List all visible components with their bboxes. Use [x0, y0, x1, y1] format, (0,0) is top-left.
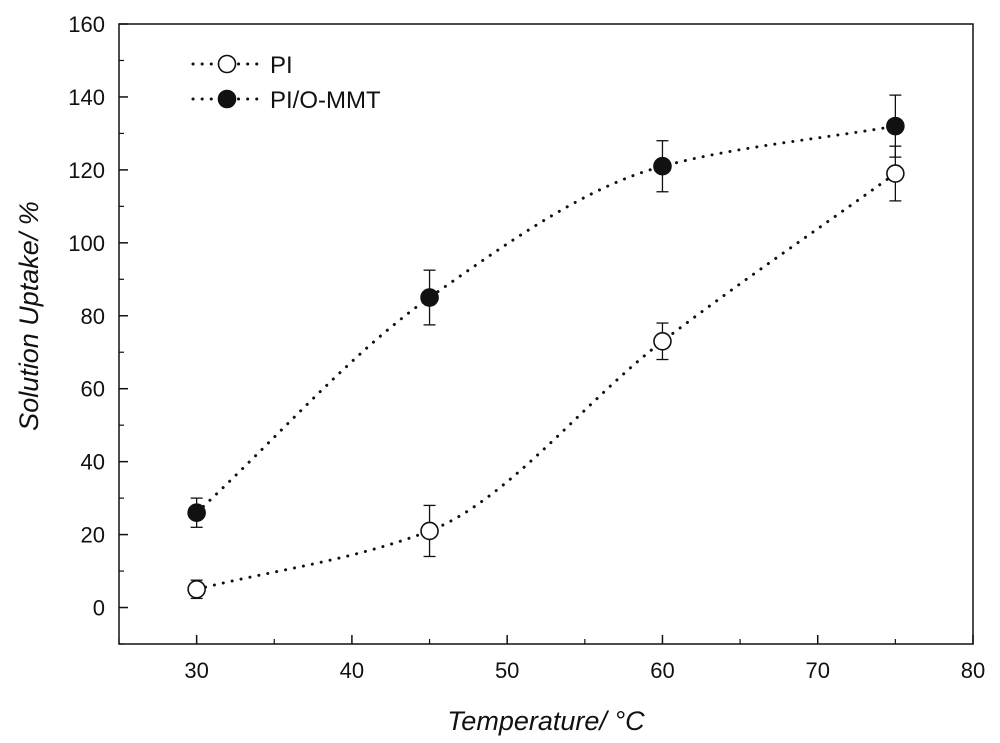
y-tick-label: 0	[93, 596, 105, 621]
legend-label: PI	[270, 52, 293, 79]
fit-curves	[195, 124, 897, 591]
x-axis-title: Temperature/ °C	[447, 706, 645, 736]
x-tick-label: 70	[805, 658, 829, 683]
data-point	[420, 288, 439, 307]
x-tick-label: 60	[650, 658, 674, 683]
x-tick-label: 50	[495, 658, 519, 683]
y-axis-title: Solution Uptake/ %	[14, 201, 44, 431]
data-point	[653, 156, 672, 176]
x-tick-label: 40	[340, 658, 364, 683]
plot-frame	[118, 23, 974, 645]
data-points	[187, 116, 905, 599]
legend-marker	[217, 54, 237, 74]
y-tick-label: 40	[81, 450, 105, 475]
y-tick-label: 80	[81, 304, 105, 329]
y-tick-label: 60	[81, 377, 105, 402]
data-point	[886, 116, 905, 136]
data-point	[420, 521, 439, 541]
y-tick-label: 100	[68, 231, 105, 256]
fit-curve	[195, 172, 897, 591]
data-point	[187, 503, 206, 523]
data-point	[653, 331, 672, 351]
legend-marker	[217, 89, 237, 109]
x-tick-label: 80	[961, 658, 985, 683]
data-point	[187, 579, 206, 599]
legend: PI PI/O-MMT	[191, 52, 381, 114]
data-point	[886, 164, 905, 183]
x-tick-label: 30	[184, 658, 208, 683]
axis-ticks: 30 40 50 60 70 80 0 20 40 60 80 100 120 140 160	[68, 12, 985, 683]
fit-curve	[195, 124, 897, 515]
y-tick-label: 20	[81, 523, 105, 548]
legend-label: PI/O-MMT	[270, 87, 381, 114]
y-tick-label: 160	[68, 12, 105, 37]
error-bars	[190, 94, 902, 600]
y-tick-label: 120	[68, 158, 105, 183]
y-tick-label: 140	[68, 85, 105, 110]
